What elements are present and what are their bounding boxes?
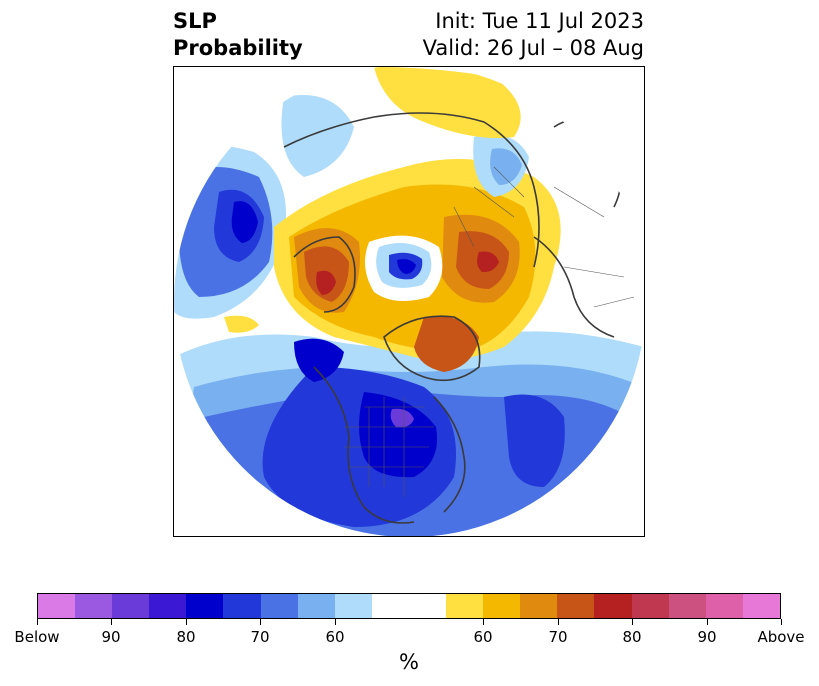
colorbar-tick	[483, 619, 484, 625]
colorbar-tick-label: 60	[473, 628, 493, 646]
colorbar-swatch	[38, 594, 76, 618]
chart-dates: Init: Tue 11 Jul 2023 Valid: 26 Jul – 08…	[423, 8, 644, 62]
probability-map	[173, 66, 645, 537]
colorbar-swatch	[705, 594, 743, 618]
colorbar-swatch	[446, 594, 484, 618]
colorbar-swatch	[149, 594, 187, 618]
colorbar-tick	[558, 619, 559, 625]
colorbar-swatch	[371, 594, 409, 618]
region-greenland-orange	[414, 316, 479, 372]
colorbar-swatch	[334, 594, 372, 618]
region-north-america-core	[359, 392, 438, 478]
colorbar-swatch	[483, 594, 521, 618]
region-top-yellow	[374, 67, 521, 138]
init-date: Init: Tue 11 Jul 2023	[435, 9, 644, 33]
colorbar-tick-label: 80	[176, 628, 196, 646]
colorbar-tick-label: Below	[14, 628, 60, 646]
region-na-center-purple	[390, 408, 414, 428]
region-atlantic-blue	[504, 394, 565, 487]
region-pacific-core	[231, 201, 258, 243]
colorbar-swatch	[557, 594, 595, 618]
colorbar-swatch	[186, 594, 224, 618]
title-type: Probability	[173, 36, 303, 60]
colorbar	[37, 593, 781, 619]
colorbar-swatch	[408, 594, 447, 618]
colorbar-swatch	[260, 594, 298, 618]
colorbar-swatch	[297, 594, 335, 618]
region-left-yellow-patch	[224, 315, 259, 333]
colorbar-unit-label: %	[399, 650, 419, 674]
region-east-red	[477, 251, 499, 273]
colorbar-swatch	[668, 594, 706, 618]
colorbar-tick	[37, 619, 38, 625]
colorbar-swatch	[112, 594, 150, 618]
colorbar-swatch	[631, 594, 669, 618]
colorbar-tick	[632, 619, 633, 625]
colorbar-swatch	[742, 594, 780, 618]
colorbar-tick-label: 60	[325, 628, 345, 646]
chart-title: SLP Probability	[173, 8, 303, 62]
region-pole-core	[397, 259, 416, 274]
region-alaska-blue	[294, 338, 344, 382]
colorbar-tick	[260, 619, 261, 625]
colorbar-tick-label: Above	[757, 628, 805, 646]
colorbar-tick-label: 70	[250, 628, 270, 646]
colorbar-tick	[186, 619, 187, 625]
borders	[344, 166, 635, 497]
colorbar-swatch	[594, 594, 632, 618]
region-west-red	[316, 270, 336, 295]
colorbar-tick	[781, 619, 782, 625]
region-europe-light	[490, 148, 522, 185]
colorbar-tick-label: 90	[697, 628, 717, 646]
map-svg	[174, 67, 644, 536]
colorbar-tick-label: 90	[101, 628, 121, 646]
region-siberia-pale	[281, 95, 354, 177]
valid-range: Valid: 26 Jul – 08 Aug	[422, 36, 644, 60]
colorbar-tick-label: 80	[622, 628, 642, 646]
colorbar-tick	[111, 619, 112, 625]
colorbar-swatch	[75, 594, 113, 618]
colorbar-tick-label: 70	[548, 628, 568, 646]
colorbar-swatch	[520, 594, 558, 618]
colorbar-swatch	[223, 594, 261, 618]
colorbar-tick	[335, 619, 336, 625]
colorbar-tick	[707, 619, 708, 625]
title-variable: SLP	[173, 9, 217, 33]
